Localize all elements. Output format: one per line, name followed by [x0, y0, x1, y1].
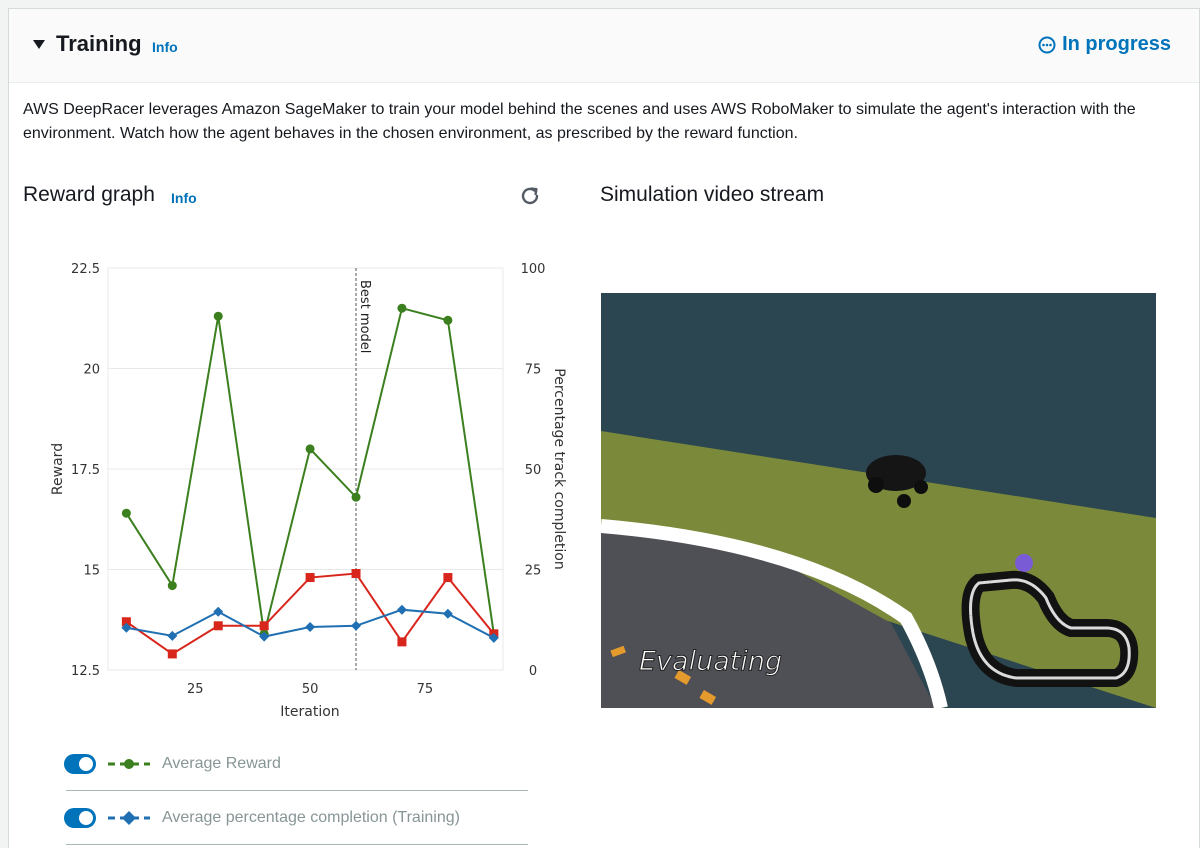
data-point [351, 492, 361, 502]
car-icon [866, 455, 928, 508]
best-model-label: Best model [357, 280, 372, 353]
x-tick-label: 75 [417, 682, 434, 697]
best-model-marker: Best model [355, 268, 372, 670]
data-point [213, 621, 223, 631]
status-indicator: In progress [1038, 33, 1171, 56]
legend-item-average-completion: Average percentage completion (Training) [64, 802, 460, 834]
y2-tick-label: 50 [525, 463, 542, 478]
y-tick-label: 20 [83, 363, 100, 378]
legend-label-average-reward: Average Reward [162, 755, 281, 772]
data-point [213, 606, 224, 617]
data-point [397, 637, 407, 647]
reward-chart: Best model 12.5 15 17.5 20 22.5 0 25 50 75 100 2… [50, 262, 567, 720]
data-point [259, 631, 270, 642]
collapse-caret-icon[interactable] [33, 40, 45, 49]
data-point [167, 649, 177, 659]
toggle-average-reward[interactable] [64, 754, 96, 774]
training-description: AWS DeepRacer leverages Amazon SageMaker… [23, 101, 1136, 142]
y-tick-label: 17.5 [71, 463, 100, 478]
data-point [488, 632, 499, 643]
reward-graph-heading: Reward graph [23, 183, 155, 206]
x-axis-ticks: 25 50 75 [187, 682, 433, 697]
legend-label-average-completion: Average percentage completion (Training) [162, 809, 460, 826]
data-point [351, 569, 361, 579]
y-tick-label: 22.5 [71, 262, 100, 277]
data-point [213, 311, 223, 321]
data-point [351, 620, 362, 631]
status-text: In progress [1062, 33, 1171, 55]
simulation-frame: Evaluating [601, 293, 1156, 708]
diamond-marker-icon [108, 811, 150, 825]
data-point [121, 622, 132, 633]
circle-marker-icon [108, 759, 150, 769]
ellipsis-circle-icon [1038, 36, 1056, 53]
y-axis-label: Reward [50, 443, 66, 495]
data-point [396, 604, 407, 615]
data-point [167, 581, 177, 591]
section-title[interactable]: Training [56, 31, 142, 56]
y2-tick-label: 75 [525, 363, 542, 378]
x-tick-label: 50 [302, 682, 319, 697]
data-point [397, 303, 407, 313]
legend-divider [66, 844, 528, 845]
y2-axis-ticks: 0 25 50 75 100 [521, 262, 546, 679]
data-point [121, 508, 131, 518]
evaluating-overlay: Evaluating [639, 646, 782, 677]
plot-area-frame [107, 267, 504, 671]
data-point [121, 617, 131, 627]
data-point [305, 573, 315, 583]
series-line-0 [125, 306, 495, 635]
data-point [443, 573, 453, 583]
y2-tick-label: 25 [525, 564, 542, 579]
simulation-heading: Simulation video stream [600, 183, 825, 206]
training-info-link[interactable]: Info [152, 39, 178, 55]
reward-graph-info-link[interactable]: Info [171, 190, 197, 206]
data-point [305, 621, 316, 632]
data-point [305, 444, 315, 454]
y-tick-label: 12.5 [71, 664, 100, 679]
simulation-video-stream[interactable]: Evaluating [601, 293, 1156, 708]
data-point [443, 315, 453, 325]
y2-tick-label: 0 [529, 664, 537, 679]
lane-dashes [610, 645, 717, 705]
refresh-icon[interactable] [518, 184, 542, 208]
training-header: Training Info In progress [9, 9, 1199, 83]
x-axis-label: Iteration [280, 704, 339, 720]
data-point [259, 621, 269, 631]
y-axis-ticks: 12.5 15 17.5 20 22.5 [71, 262, 100, 679]
y-tick-label: 15 [83, 564, 100, 579]
track-marker-icon [1015, 554, 1033, 572]
legend-item-average-reward: Average Reward [64, 748, 281, 780]
legend-divider [66, 790, 528, 791]
series-layer [121, 303, 499, 659]
data-point [167, 630, 178, 641]
toggle-average-completion[interactable] [64, 808, 96, 828]
data-point [442, 608, 453, 619]
y2-tick-label: 100 [521, 262, 546, 277]
y2-axis-label: Percentage track completion [551, 368, 567, 569]
x-tick-label: 25 [187, 682, 204, 697]
